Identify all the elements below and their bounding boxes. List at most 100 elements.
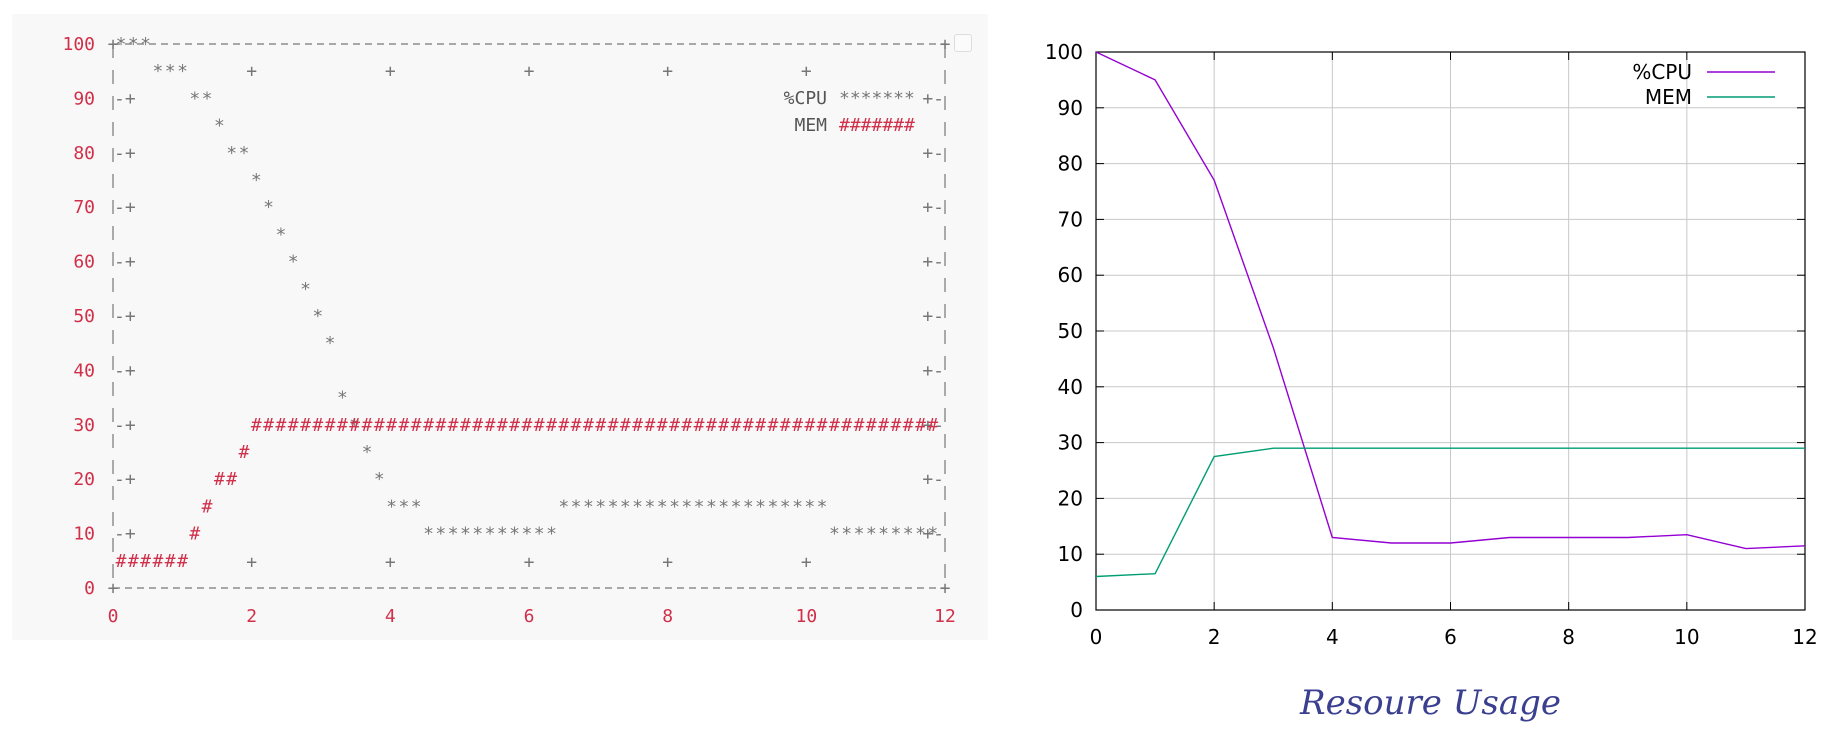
ascii-data-point: # (497, 415, 508, 436)
ascii-y-tick-label: 100 (62, 34, 95, 55)
ascii-y-tick-label: 80 (73, 143, 95, 164)
ascii-data-point: * (374, 469, 385, 490)
ascii-x-tick-label: 4 (385, 606, 396, 627)
line-chart-panel: 0 10 20 30 40 50 60 70 80 90 100 0 2 4 6 8 10 12 %CPU MEM (1020, 0, 1840, 741)
ascii-data-point: * (694, 496, 705, 517)
ascii-y-tick-mark: -+ (114, 469, 136, 490)
ascii-data-point: * (275, 224, 286, 245)
ascii-x-tick-label: 0 (108, 606, 119, 627)
ascii-data-point: * (116, 34, 127, 55)
ascii-legend-label: %CPU (784, 88, 827, 109)
ascii-data-point: * (152, 61, 163, 82)
ascii-data-point: * (792, 496, 803, 517)
ascii-data-point: # (263, 415, 274, 436)
ascii-x-tick-mark: + (662, 552, 673, 573)
x-tick-label: 12 (1792, 625, 1817, 649)
ascii-y-tick-mark: +- (922, 469, 944, 490)
ascii-data-point: * (251, 170, 262, 191)
ascii-data-point: * (497, 524, 508, 545)
ascii-data-point: * (644, 496, 655, 517)
series-line-mem (1095, 447, 1805, 578)
ascii-data-point: # (743, 415, 754, 436)
ascii-data-point: * (448, 524, 459, 545)
ascii-x-tick-mark: + (524, 61, 535, 82)
ascii-data-point: # (349, 415, 360, 436)
ascii-data-point: # (571, 415, 582, 436)
y-tick-label: 90 (1058, 96, 1083, 120)
ascii-data-point: * (755, 496, 766, 517)
ascii-x-tick-label: 12 (934, 606, 956, 627)
ascii-data-point: # (386, 415, 397, 436)
ascii-data-point: # (411, 415, 422, 436)
ascii-y-tick-label: 70 (73, 197, 95, 218)
ascii-data-point: * (558, 496, 569, 517)
ascii-y-tick-label: 40 (73, 360, 95, 381)
ascii-data-point: * (128, 34, 139, 55)
ascii-data-point: # (239, 442, 250, 463)
ascii-data-point: # (583, 415, 594, 436)
ascii-data-point: * (681, 496, 692, 517)
ascii-series-cpu: * * ** * ** *** ************* * ** * * * * * * * * * ** * * *… (116, 34, 939, 545)
ascii-y-tick-mark: +- (922, 143, 944, 164)
y-tick-label: 0 (1070, 598, 1083, 622)
x-tick-label: 8 (1562, 625, 1575, 649)
ascii-data-point: * (546, 524, 557, 545)
ascii-data-point: # (767, 415, 778, 436)
ascii-y-tick-mark: +- (922, 88, 944, 109)
ascii-data-point: # (890, 415, 901, 436)
ascii-data-point: * (509, 524, 520, 545)
ascii-data-point: # (275, 415, 286, 436)
ascii-data-point: # (534, 415, 545, 436)
ascii-data-point: * (312, 306, 323, 327)
ascii-data-point: * (718, 496, 729, 517)
ascii-y-tick-label: 0 (84, 578, 95, 599)
ascii-x-tick-mark: + (385, 552, 396, 573)
ascii-data-point: # (128, 551, 139, 572)
ascii-data-point: # (214, 469, 225, 490)
ascii-legend-label: MEM (794, 115, 827, 136)
ascii-y-tick-mark: -+ (114, 524, 136, 545)
ascii-data-point: * (337, 388, 348, 409)
ascii-data-point: # (903, 415, 914, 436)
ascii-x-tick-mark: + (801, 552, 812, 573)
ascii-data-point: * (571, 496, 582, 517)
ascii-data-point: # (620, 415, 631, 436)
ascii-data-point: # (927, 415, 938, 436)
ascii-data-point: * (890, 524, 901, 545)
x-tick-label: 10 (1674, 625, 1699, 649)
ascii-data-point: * (362, 442, 373, 463)
ascii-data-point: * (706, 496, 717, 517)
ascii-legend-marker: ******* (839, 88, 915, 109)
copy-icon[interactable] (954, 34, 972, 52)
ascii-data-point: # (804, 415, 815, 436)
ascii-y-tick-mark: -+ (114, 415, 136, 436)
series-line-cpu (1095, 51, 1806, 550)
ascii-data-point: # (423, 415, 434, 436)
ascii-data-point: # (251, 415, 262, 436)
ascii-data-point: * (804, 496, 815, 517)
ascii-y-tick-mark: -+ (114, 252, 136, 273)
ascii-data-point: * (202, 88, 213, 109)
ascii-data-point: # (558, 415, 569, 436)
ascii-data-point: * (472, 524, 483, 545)
ascii-corner-mark: + (108, 578, 119, 599)
ascii-data-point: # (485, 415, 496, 436)
ascii-data-point: # (509, 415, 520, 436)
ascii-data-point: * (325, 333, 336, 354)
ascii-data-point: # (718, 415, 729, 436)
ascii-data-point: * (743, 496, 754, 517)
ascii-data-point: * (927, 524, 938, 545)
y-tick-label: 40 (1058, 375, 1083, 399)
ascii-data-point: * (423, 524, 434, 545)
ascii-data-point: * (767, 496, 778, 517)
ascii-x-tick-label: 8 (662, 606, 673, 627)
ascii-x-tick-mark: + (246, 61, 257, 82)
legend-label: MEM (1645, 85, 1692, 109)
ascii-data-point: * (878, 524, 889, 545)
ascii-x-tick-label: 6 (524, 606, 535, 627)
ascii-x-tick-mark: + (385, 61, 396, 82)
ascii-data-point: * (829, 524, 840, 545)
x-tick-label: 4 (1326, 625, 1339, 649)
ascii-data-point: # (226, 469, 237, 490)
ascii-data-point: # (595, 415, 606, 436)
